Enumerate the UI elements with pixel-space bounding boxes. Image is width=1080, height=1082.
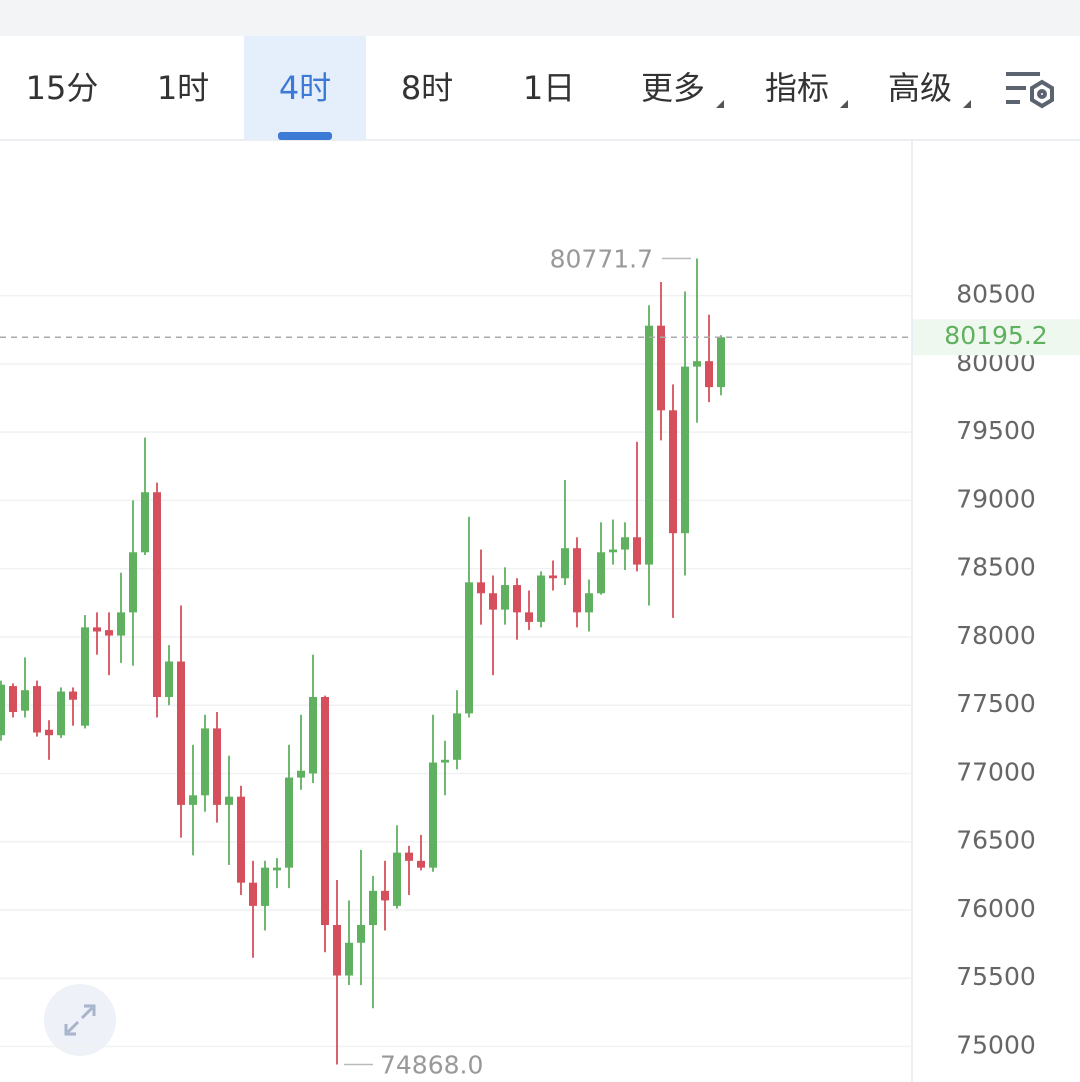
high-annotation: 80771.7 — [550, 245, 653, 274]
settings-icon[interactable] — [1006, 72, 1054, 109]
candle-body — [453, 713, 461, 760]
candle-body — [141, 492, 149, 553]
candle-body — [621, 537, 629, 550]
candle-body — [177, 661, 185, 805]
candle-body — [297, 770, 305, 778]
candle-body — [345, 942, 353, 976]
y-tick-label: 75500 — [956, 962, 1036, 991]
tab[interactable]: 4时 — [279, 69, 331, 107]
candle-body — [441, 759, 449, 763]
candle-body — [189, 795, 197, 805]
last-price-label: 80195.2 — [944, 321, 1047, 350]
candle-body — [309, 697, 317, 774]
candle-body — [0, 684, 5, 736]
candle-body — [105, 630, 113, 636]
candle-body — [225, 796, 233, 805]
y-tick-label: 79500 — [956, 416, 1036, 445]
low-annotation: 74868.0 — [380, 1051, 483, 1080]
candle-body — [45, 729, 53, 736]
top-strip — [0, 0, 1080, 36]
candle-body — [477, 582, 485, 594]
candle-body — [597, 552, 605, 594]
tab[interactable]: 指标 — [765, 69, 829, 107]
y-tick-label: 75000 — [956, 1031, 1036, 1060]
y-tick-label: 76500 — [956, 826, 1036, 855]
dropdown-marker — [716, 100, 724, 108]
tab[interactable]: 8时 — [401, 69, 453, 107]
candle-body — [429, 762, 437, 868]
y-tick-label: 80500 — [956, 280, 1036, 309]
candle-body — [117, 612, 125, 636]
candle-body — [9, 686, 17, 713]
candle-body — [669, 410, 677, 534]
candle-body — [393, 852, 401, 906]
candle-body — [357, 925, 365, 943]
candle-body — [213, 728, 221, 805]
candle-body — [21, 690, 29, 711]
candle-body — [681, 366, 689, 534]
candle-body — [69, 691, 77, 700]
dropdown-marker — [840, 100, 848, 108]
y-tick-label: 78000 — [956, 621, 1036, 650]
candle-body — [417, 860, 425, 868]
candle-body — [585, 593, 593, 613]
tab[interactable]: 1时 — [157, 69, 209, 107]
candle-body — [489, 593, 497, 610]
candle-body — [129, 552, 137, 613]
candle-body — [261, 867, 269, 906]
candle-body — [405, 852, 413, 861]
active-tab-bg — [244, 36, 366, 140]
candle-body — [273, 867, 281, 871]
candle-body — [333, 925, 341, 976]
candle-body — [549, 575, 557, 579]
candle-body — [537, 575, 545, 622]
candle-body — [57, 691, 65, 736]
candle-body — [513, 585, 521, 613]
candle-body — [369, 890, 377, 925]
candle-body — [465, 582, 473, 714]
candle-body — [237, 796, 245, 883]
candle-body — [285, 777, 293, 868]
candle-body — [573, 548, 581, 613]
y-tick-label: 77000 — [956, 757, 1036, 786]
candle-body — [501, 585, 509, 610]
candle-body — [705, 361, 713, 388]
tab[interactable]: 1日 — [523, 69, 575, 107]
candle-body — [33, 686, 41, 733]
candle-body — [381, 890, 389, 901]
candle-body — [93, 627, 101, 632]
candle-body — [561, 548, 569, 579]
y-tick-label: 77500 — [956, 689, 1036, 718]
candle-body — [717, 337, 725, 388]
candle-body — [81, 627, 89, 726]
tab[interactable]: 更多 — [641, 69, 705, 107]
toolbar — [0, 36, 1080, 140]
active-tab-indicator — [278, 132, 332, 140]
candle-body — [201, 728, 209, 796]
y-tick-label: 76000 — [956, 894, 1036, 923]
y-tick-label: 78500 — [956, 553, 1036, 582]
candle-body — [321, 697, 329, 925]
candle-body — [645, 325, 653, 565]
candle-body — [153, 492, 161, 698]
expand-button[interactable] — [44, 984, 116, 1056]
candle-body — [165, 661, 173, 698]
dropdown-marker — [963, 100, 971, 108]
candle-body — [657, 325, 665, 411]
tab[interactable]: 15分 — [26, 69, 99, 107]
last-price-box — [913, 319, 1080, 356]
candle-body — [633, 537, 641, 565]
tab[interactable]: 高级 — [888, 69, 952, 107]
candle-body — [693, 361, 701, 367]
y-tick-label: 79000 — [956, 484, 1036, 513]
candle-body — [249, 882, 257, 906]
candle-body — [525, 612, 533, 622]
candle-body — [609, 549, 617, 553]
